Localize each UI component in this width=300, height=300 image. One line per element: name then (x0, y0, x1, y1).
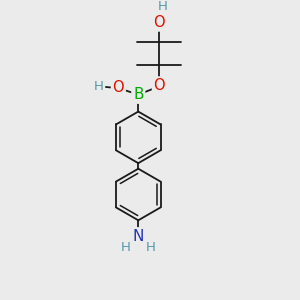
Text: H: H (158, 0, 167, 13)
Text: O: O (112, 80, 124, 95)
Text: H: H (94, 80, 104, 93)
Text: H: H (121, 241, 131, 254)
Text: H: H (146, 241, 155, 254)
Text: N: N (133, 229, 144, 244)
Text: O: O (154, 15, 165, 30)
Text: O: O (154, 78, 165, 93)
Text: B: B (133, 87, 143, 102)
